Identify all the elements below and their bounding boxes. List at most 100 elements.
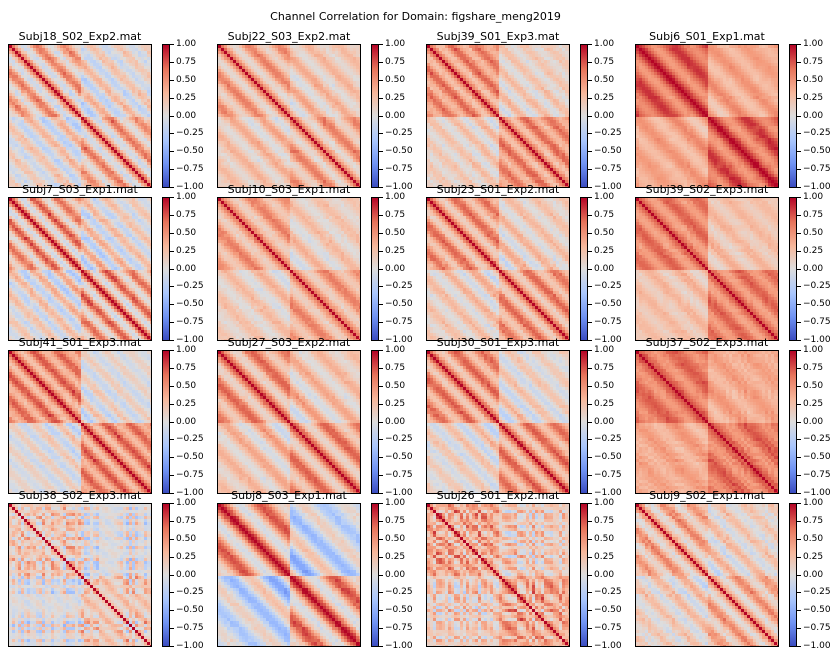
heatmap-cell xyxy=(30,150,34,154)
heatmap-cell xyxy=(308,99,312,103)
heatmap-cell xyxy=(332,177,336,181)
heatmap-cell xyxy=(242,96,246,100)
heatmap-cell xyxy=(260,99,264,103)
heatmap-cell xyxy=(51,144,55,148)
heatmap-cell xyxy=(66,171,70,175)
heatmap-cell xyxy=(230,186,234,187)
heatmap-cell xyxy=(147,63,151,67)
heatmap-cell xyxy=(442,57,446,61)
heatmap-cell xyxy=(233,165,237,169)
heatmap-cell xyxy=(290,51,294,55)
heatmap-cell xyxy=(245,186,249,187)
heatmap-cell xyxy=(93,141,97,145)
heatmap-cell xyxy=(57,48,61,52)
heatmap-cell xyxy=(269,129,273,133)
heatmap-cell xyxy=(24,72,28,76)
heatmap-cell xyxy=(93,165,97,169)
heatmap-cell xyxy=(15,84,19,88)
heatmap-cell xyxy=(341,138,345,142)
heatmap-cell xyxy=(63,180,67,184)
heatmap-cell xyxy=(317,54,321,58)
heatmap-cell xyxy=(344,156,348,160)
heatmap-cell xyxy=(15,60,19,64)
heatmap-cell xyxy=(129,174,133,178)
heatmap-cell xyxy=(332,141,336,145)
heatmap-cell xyxy=(239,177,243,181)
heatmap-cell xyxy=(260,174,264,178)
heatmap-cell xyxy=(236,165,240,169)
heatmap-cell xyxy=(150,48,151,52)
heatmap-cell xyxy=(51,171,55,175)
heatmap-cell xyxy=(93,180,97,184)
heatmap-cell xyxy=(45,60,49,64)
heatmap-cell xyxy=(517,48,521,52)
heatmap-cell xyxy=(36,114,40,118)
heatmap-cell xyxy=(66,108,70,112)
heatmap-cell xyxy=(30,147,34,151)
heatmap-cell xyxy=(251,45,255,49)
heatmap-cell xyxy=(323,171,327,175)
heatmap-cell xyxy=(51,75,55,79)
heatmap-cell xyxy=(463,63,467,67)
heatmap-cell xyxy=(257,105,261,109)
heatmap-cell xyxy=(135,129,139,133)
heatmap-cell xyxy=(350,126,354,130)
heatmap-cell xyxy=(63,114,67,118)
heatmap-cell xyxy=(344,180,348,184)
heatmap-cell xyxy=(138,135,142,139)
heatmap-cell xyxy=(347,60,351,64)
heatmap-cell xyxy=(117,159,121,163)
heatmap-cell xyxy=(150,165,151,169)
heatmap-cell xyxy=(42,66,46,70)
heatmap-cell xyxy=(54,81,58,85)
heatmap-cell xyxy=(132,72,136,76)
heatmap-cell xyxy=(338,129,342,133)
heatmap-cell xyxy=(81,54,85,58)
heatmap-cell xyxy=(335,117,339,121)
heatmap-cell xyxy=(296,150,300,154)
heatmap-cell xyxy=(66,69,70,73)
heatmap-cell xyxy=(120,57,124,61)
heatmap-cell xyxy=(69,153,73,157)
heatmap-cell xyxy=(233,174,237,178)
heatmap-cell xyxy=(347,162,351,166)
heatmap-cell xyxy=(75,51,79,55)
heatmap-cell xyxy=(484,48,488,52)
heatmap-cell xyxy=(66,102,70,106)
heatmap-cell xyxy=(27,147,31,151)
heatmap-cell xyxy=(114,183,118,187)
heatmap-cell xyxy=(359,72,360,76)
heatmap-cell xyxy=(272,168,276,172)
heatmap-cell xyxy=(96,150,100,154)
heatmap-cell xyxy=(150,111,151,115)
heatmap-cell xyxy=(302,114,306,118)
heatmap-cell xyxy=(150,174,151,178)
heatmap-cell xyxy=(227,153,231,157)
heatmap-cell xyxy=(308,69,312,73)
heatmap-cell xyxy=(266,177,270,181)
heatmap-cell xyxy=(332,138,336,142)
heatmap-cell xyxy=(135,72,139,76)
heatmap-cell xyxy=(302,72,306,76)
heatmap-cell xyxy=(481,63,485,67)
heatmap-cell xyxy=(230,150,234,154)
heatmap-cell xyxy=(254,105,258,109)
heatmap-cell xyxy=(296,186,300,187)
heatmap-cell xyxy=(45,141,49,145)
heatmap-cell xyxy=(57,87,61,91)
heatmap-cell xyxy=(75,57,79,61)
heatmap-cell xyxy=(135,174,139,178)
heatmap-cell xyxy=(90,90,94,94)
heatmap-cell xyxy=(266,102,270,106)
heatmap-cell xyxy=(117,108,121,112)
heatmap-cell xyxy=(93,126,97,130)
heatmap-cell xyxy=(245,51,249,55)
heatmap-cell xyxy=(21,132,25,136)
heatmap-cell xyxy=(230,141,234,145)
heatmap-cell xyxy=(51,99,55,103)
heatmap-cell xyxy=(281,72,285,76)
heatmap-cell xyxy=(290,99,294,103)
heatmap-cell xyxy=(266,135,270,139)
heatmap-cell xyxy=(463,45,467,49)
heatmap-cell xyxy=(81,90,85,94)
